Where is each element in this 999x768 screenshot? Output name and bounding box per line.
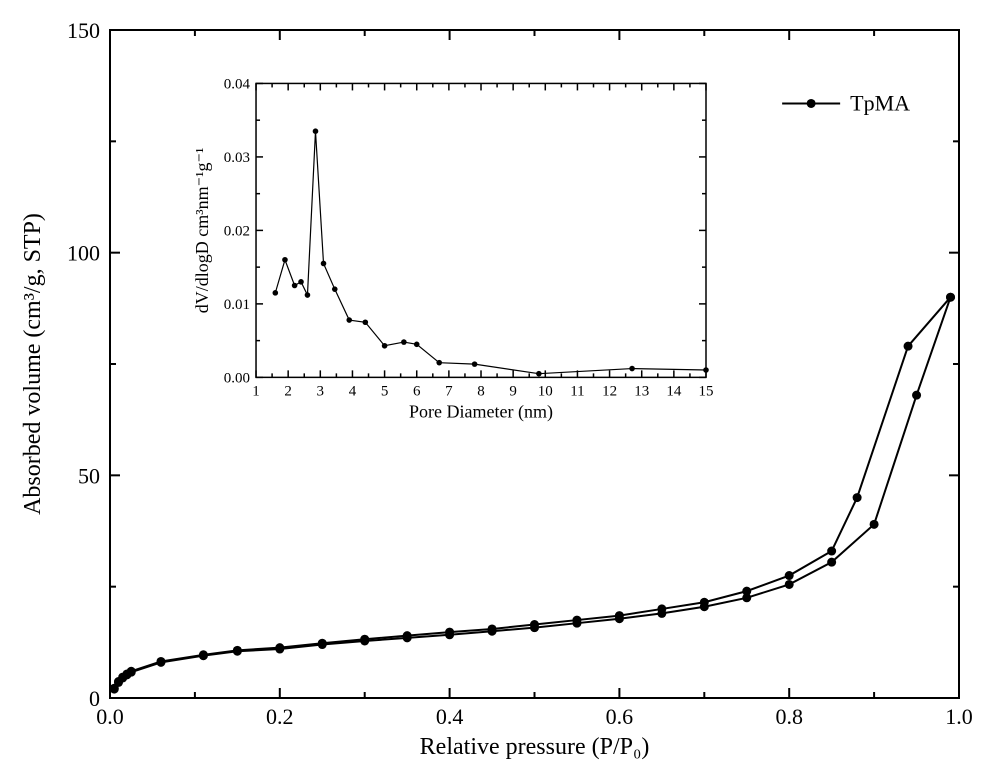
svg-text:0.00: 0.00 <box>224 370 250 386</box>
svg-text:15: 15 <box>698 383 713 399</box>
svg-text:0.02: 0.02 <box>224 223 250 239</box>
svg-text:0.04: 0.04 <box>224 76 251 92</box>
svg-text:0.2: 0.2 <box>266 704 294 729</box>
svg-text:Pore Diameter (nm): Pore Diameter (nm) <box>409 401 553 422</box>
svg-text:13: 13 <box>634 383 649 399</box>
svg-text:12: 12 <box>602 383 617 399</box>
svg-text:0.6: 0.6 <box>606 704 634 729</box>
svg-text:0.03: 0.03 <box>224 150 250 166</box>
svg-text:9: 9 <box>509 383 517 399</box>
svg-text:5: 5 <box>381 383 389 399</box>
chart-svg: 0.0 0.2 0.4 0.6 0.8 1.0 0 50 100 150 Relative pres… <box>0 0 999 768</box>
svg-text:0.8: 0.8 <box>775 704 803 729</box>
svg-text:8: 8 <box>477 383 485 399</box>
svg-text:7: 7 <box>445 383 453 399</box>
svg-text:2: 2 <box>284 383 292 399</box>
svg-text:Relative pressure (P/P₀): Relative pressure (P/P₀) <box>420 734 650 760</box>
svg-text:0.01: 0.01 <box>224 297 250 313</box>
svg-text:150: 150 <box>67 18 100 43</box>
svg-text:TpMA: TpMA <box>850 90 910 115</box>
isotherm-chart: 0.0 0.2 0.4 0.6 0.8 1.0 0 50 100 150 Relative pres… <box>0 0 999 768</box>
svg-text:4: 4 <box>349 383 357 399</box>
svg-text:Absorbed volume (cm³/g, STP): Absorbed volume (cm³/g, STP) <box>20 213 46 515</box>
svg-text:14: 14 <box>666 383 682 399</box>
svg-text:6: 6 <box>413 383 421 399</box>
svg-text:10: 10 <box>538 383 553 399</box>
svg-text:dV/dlogD cm³nm⁻¹g⁻¹: dV/dlogD cm³nm⁻¹g⁻¹ <box>192 148 212 314</box>
svg-text:100: 100 <box>67 241 100 266</box>
svg-text:1: 1 <box>252 383 260 399</box>
svg-text:0.4: 0.4 <box>436 704 464 729</box>
svg-text:11: 11 <box>570 383 584 399</box>
svg-text:0.0: 0.0 <box>96 704 124 729</box>
svg-text:0: 0 <box>89 686 100 711</box>
svg-text:1.0: 1.0 <box>945 704 973 729</box>
svg-text:50: 50 <box>78 463 100 488</box>
svg-text:3: 3 <box>317 383 325 399</box>
